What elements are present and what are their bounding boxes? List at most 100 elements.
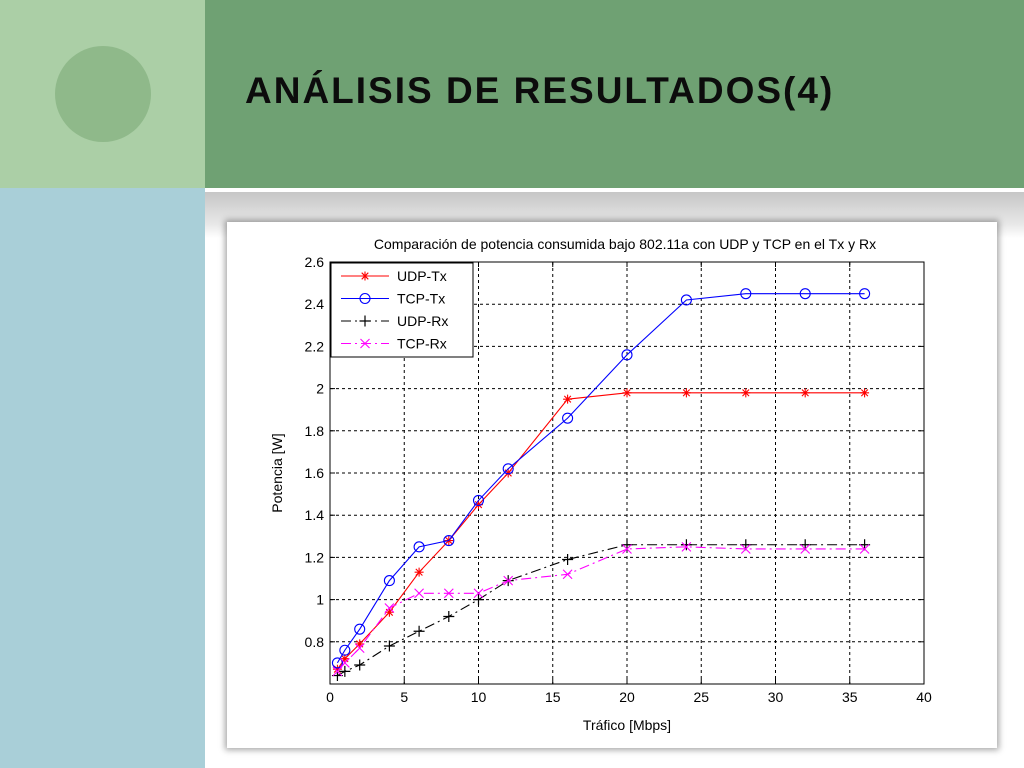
data-point xyxy=(443,610,455,622)
axis-ticks: 0 5 10 15 20 25 30 35 40 0.8 1 1.2 1.4 1.6 1.8 2 2.2 2.4 2… xyxy=(305,254,932,705)
y-tick-label: 1.6 xyxy=(305,465,325,481)
series-line xyxy=(336,293,865,664)
legend-item: TCP-Tx xyxy=(341,291,445,307)
legend-box xyxy=(330,262,474,358)
legend: UDP-Tx TCP-Tx UDP-Rx TCP-Rx xyxy=(330,262,474,358)
y-tick-label: 2.6 xyxy=(305,254,325,270)
data-point xyxy=(473,594,484,606)
data-point xyxy=(621,349,633,361)
legend-label: TCP-Tx xyxy=(397,291,445,307)
chart-frame: Comparación de potencia consumida bajo 8… xyxy=(227,222,997,748)
series-tcp-rx xyxy=(332,541,870,677)
x-tick-label: 10 xyxy=(471,689,487,705)
legend-label: UDP-Tx xyxy=(397,268,447,284)
x-tick-label: 20 xyxy=(619,689,635,705)
y-tick-label: 1 xyxy=(316,592,324,608)
data-point xyxy=(354,643,365,654)
slide-title: ANÁLISIS DE RESULTADOS(4) xyxy=(245,70,835,111)
legend-label: UDP-Rx xyxy=(397,313,448,329)
data-point xyxy=(413,625,425,637)
chart: Comparación de potencia consumida bajo 8… xyxy=(269,236,932,733)
y-tick-label: 2.2 xyxy=(305,338,325,354)
data-point xyxy=(740,288,752,300)
data-point xyxy=(443,534,455,547)
decorative-circle xyxy=(55,46,151,142)
x-tick-label: 15 xyxy=(545,689,561,705)
data-point xyxy=(339,665,351,677)
data-point xyxy=(340,654,350,664)
title-band xyxy=(205,0,1024,188)
data-point xyxy=(741,388,751,398)
data-point xyxy=(473,588,484,599)
data-point xyxy=(799,288,811,300)
data-point xyxy=(800,388,810,398)
data-point xyxy=(860,388,870,398)
data-point xyxy=(413,541,425,553)
series-group xyxy=(331,288,871,682)
series-line xyxy=(337,544,865,677)
data-point xyxy=(383,640,395,652)
x-tick-label: 30 xyxy=(768,689,784,705)
data-point xyxy=(332,664,342,674)
data-point xyxy=(800,544,811,554)
left-bottom-panel xyxy=(0,188,205,768)
legend-marker xyxy=(359,315,371,327)
data-point xyxy=(740,544,751,554)
x-axis-label: Tráfico [Mbps] xyxy=(583,717,671,733)
data-point xyxy=(414,588,424,599)
legend-marker xyxy=(360,271,370,281)
x-tick-label: 5 xyxy=(400,689,408,705)
y-tick-label: 0.8 xyxy=(305,634,325,650)
y-tick-label: 2.4 xyxy=(305,296,325,312)
data-point xyxy=(443,588,454,599)
data-point xyxy=(622,544,632,554)
data-point xyxy=(339,644,351,656)
data-point xyxy=(384,607,394,617)
data-point xyxy=(502,463,514,475)
x-tick-label: 0 xyxy=(326,689,334,705)
series-line xyxy=(336,392,865,670)
legend-item: TCP-Rx xyxy=(341,336,447,352)
data-point xyxy=(562,569,573,580)
y-tick-label: 1.2 xyxy=(305,549,325,565)
data-point xyxy=(503,575,514,586)
data-point xyxy=(383,575,395,587)
divider-line xyxy=(205,188,1024,192)
legend-marker xyxy=(360,338,370,349)
data-point xyxy=(354,623,366,635)
data-point xyxy=(680,294,692,306)
legend-item: UDP-Tx xyxy=(341,268,447,284)
data-point xyxy=(503,468,513,478)
x-tick-label: 25 xyxy=(693,689,709,705)
data-point xyxy=(332,666,343,677)
data-point xyxy=(339,658,350,668)
x-tick-label: 35 xyxy=(842,689,858,705)
x-tick-label: 40 xyxy=(916,689,932,705)
y-tick-label: 1.8 xyxy=(305,423,325,439)
series-line xyxy=(337,546,865,672)
data-point xyxy=(472,494,485,506)
series-tcp-tx xyxy=(331,288,871,669)
grid xyxy=(330,262,924,684)
y-tick-label: 1.4 xyxy=(305,507,325,523)
data-point xyxy=(562,412,574,424)
data-point xyxy=(859,544,870,554)
data-point xyxy=(355,639,365,649)
data-point xyxy=(384,603,395,613)
data-point xyxy=(354,659,366,671)
data-point xyxy=(622,388,632,398)
data-point xyxy=(562,554,574,566)
chart-title: Comparación de potencia consumida bajo 8… xyxy=(374,236,876,252)
data-point xyxy=(414,567,424,577)
y-axis-label: Potencia [W] xyxy=(269,433,285,512)
data-point xyxy=(474,500,483,510)
data-point xyxy=(681,541,692,552)
data-point xyxy=(331,657,343,669)
data-point xyxy=(859,288,871,300)
y-tick-label: 2 xyxy=(316,381,324,397)
legend-item: UDP-Rx xyxy=(341,313,448,329)
legend-label: TCP-Rx xyxy=(397,336,447,352)
legend-marker xyxy=(359,292,371,305)
data-point xyxy=(680,539,692,551)
data-point xyxy=(681,388,691,398)
